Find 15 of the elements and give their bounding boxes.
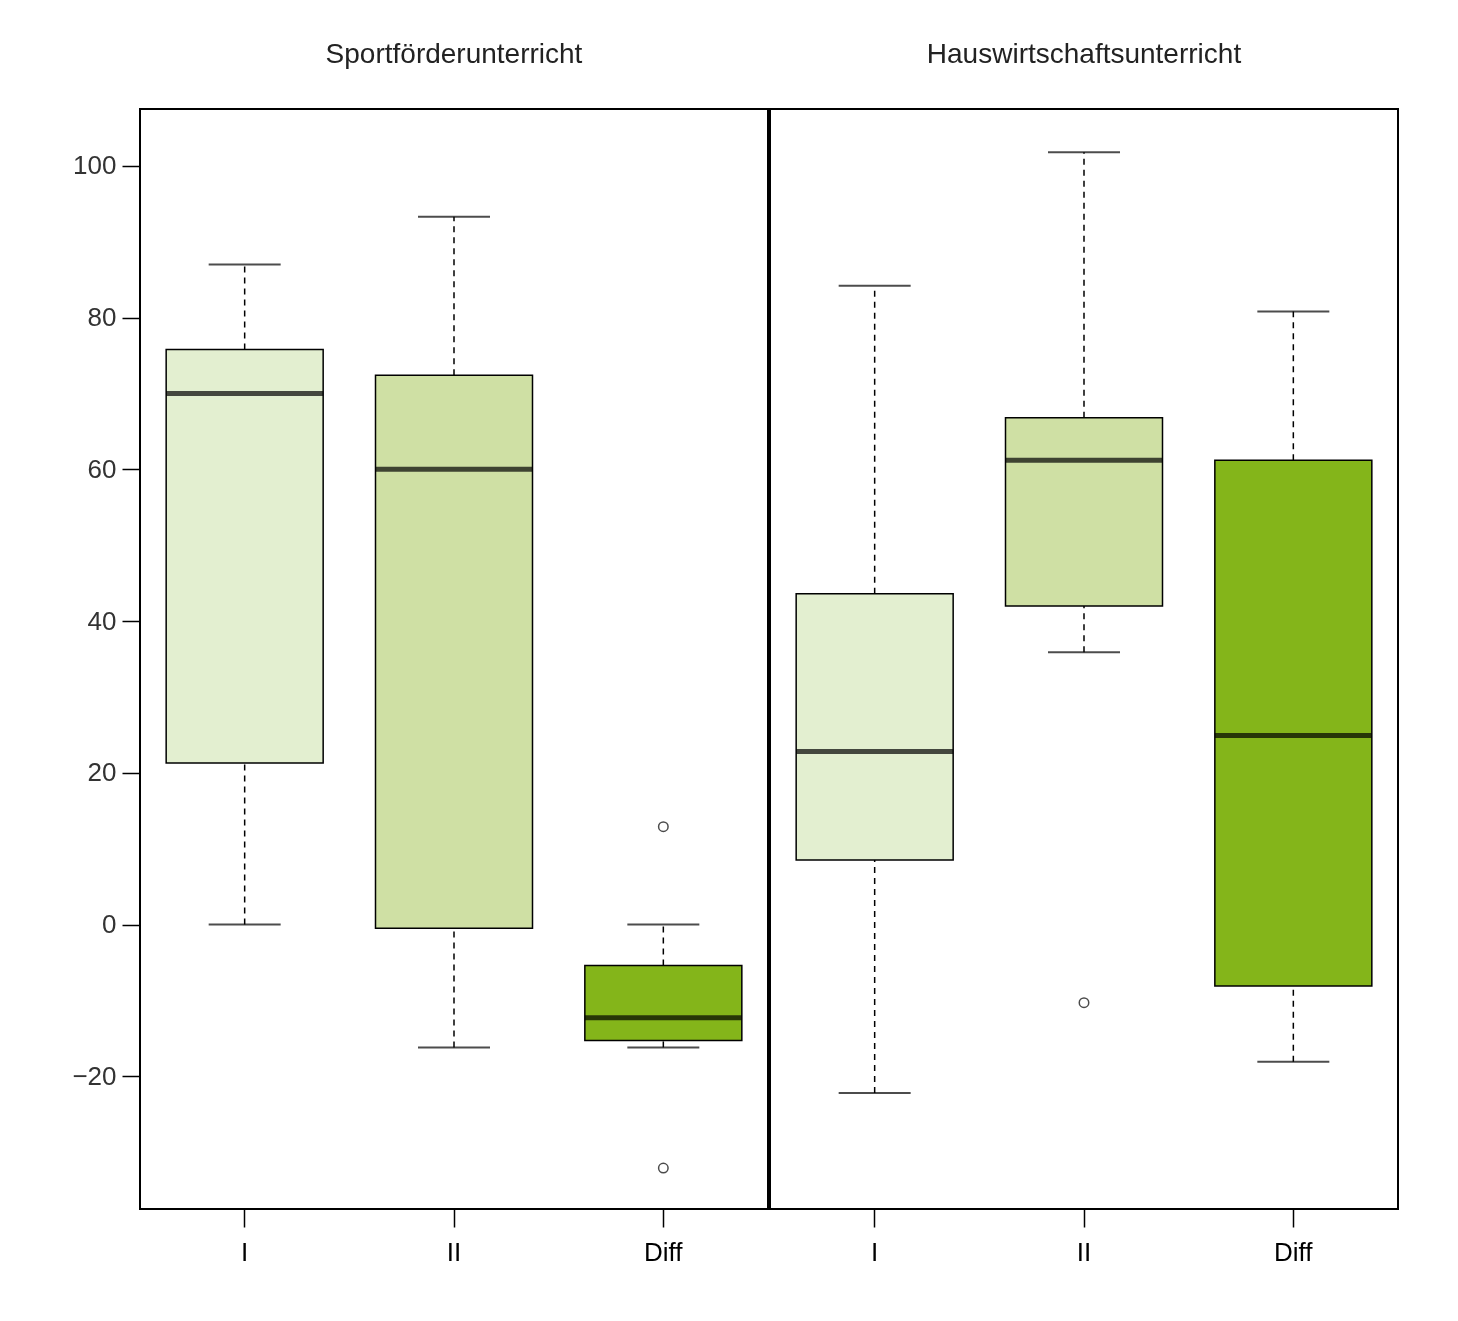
x-tick-label: Diff — [1274, 1236, 1314, 1267]
y-tick-label: −20 — [72, 1060, 117, 1091]
x-tick-label: Diff — [644, 1236, 684, 1267]
y-tick-label: 20 — [87, 757, 117, 788]
y-tick-label: 0 — [102, 909, 117, 940]
y-tick-label: 40 — [87, 605, 117, 636]
x-tick-label: II — [1076, 1236, 1092, 1267]
y-tick-label: 100 — [73, 150, 117, 181]
chart-title: Sportförderunterricht — [325, 38, 583, 69]
chart-title: Hauswirtschaftsunterricht — [926, 38, 1242, 69]
x-tick-label: I — [871, 1236, 879, 1267]
x-tick-label: II — [446, 1236, 462, 1267]
y-tick-label: 60 — [87, 453, 117, 484]
y-tick-label: 80 — [87, 302, 117, 333]
x-tick-label: I — [241, 1236, 249, 1267]
